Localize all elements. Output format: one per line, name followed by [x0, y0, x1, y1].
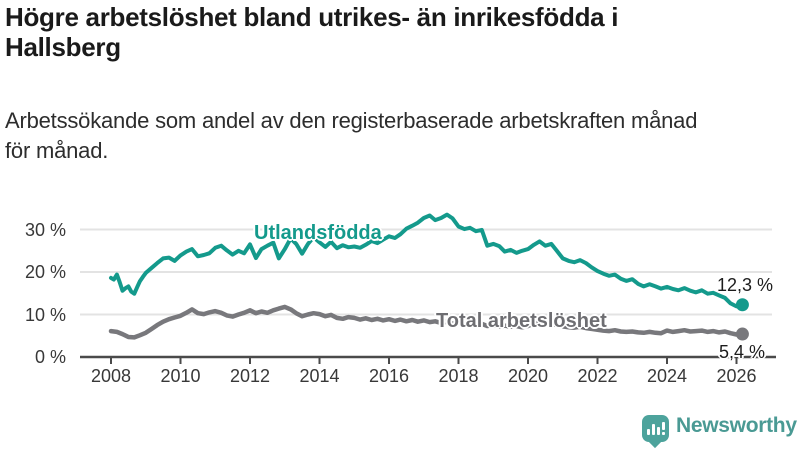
end-value-label-utlandsfodda: 12,3 %	[716, 275, 773, 295]
series-end-dot-1	[735, 327, 749, 341]
x-tick-label-2024: 2024	[646, 366, 688, 386]
chart-title: Högre arbetslöshet bland utrikes- än inr…	[5, 2, 797, 62]
x-tick-label-2020: 2020	[507, 366, 549, 386]
series-line-1	[108, 304, 745, 340]
x-tick-label-2008: 2008	[90, 366, 132, 386]
chart-title-line2: Hallsberg	[5, 32, 121, 63]
y-tick-label-20: 20 %	[24, 262, 66, 282]
y-tick-label-0: 0 %	[34, 347, 66, 367]
chart-subtitle-line2: för månad.	[5, 137, 109, 163]
x-tick-label-2018: 2018	[438, 366, 479, 386]
chart-subtitle-line1: Arbetssökande som andel av den registerb…	[5, 108, 698, 133]
x-tick-label-2016: 2016	[368, 366, 410, 386]
x-tick-label-2026: 2026	[716, 366, 757, 386]
newsworthy-logo: Newsworthy	[642, 414, 797, 449]
end-value-label-total-arbetsloshet: 5,4 %	[718, 342, 765, 362]
series-line-0	[109, 212, 745, 309]
x-tick-label-2012: 2012	[229, 366, 271, 386]
series-label-utlandsfodda: Utlandsfödda	[254, 222, 382, 244]
x-tick-label-2014: 2014	[299, 366, 340, 386]
series-label-total-arbetsloshet: Total arbetslöshet	[436, 310, 607, 332]
chart-title-line1: Högre arbetslöshet bland utrikes- än inr…	[5, 2, 619, 32]
x-tick-label-2022: 2022	[577, 366, 618, 386]
chart-subtitle: Arbetssökande som andel av den registerb…	[5, 106, 797, 166]
x-tick-label-2010: 2010	[160, 366, 201, 386]
bar-chart-bubble-icon	[642, 415, 669, 449]
newsworthy-wordmark: Newsworthy	[676, 414, 797, 437]
y-tick-label-10: 10 %	[24, 304, 66, 325]
y-tick-label-30: 30 %	[24, 219, 66, 240]
series-end-dot-0	[735, 298, 749, 312]
